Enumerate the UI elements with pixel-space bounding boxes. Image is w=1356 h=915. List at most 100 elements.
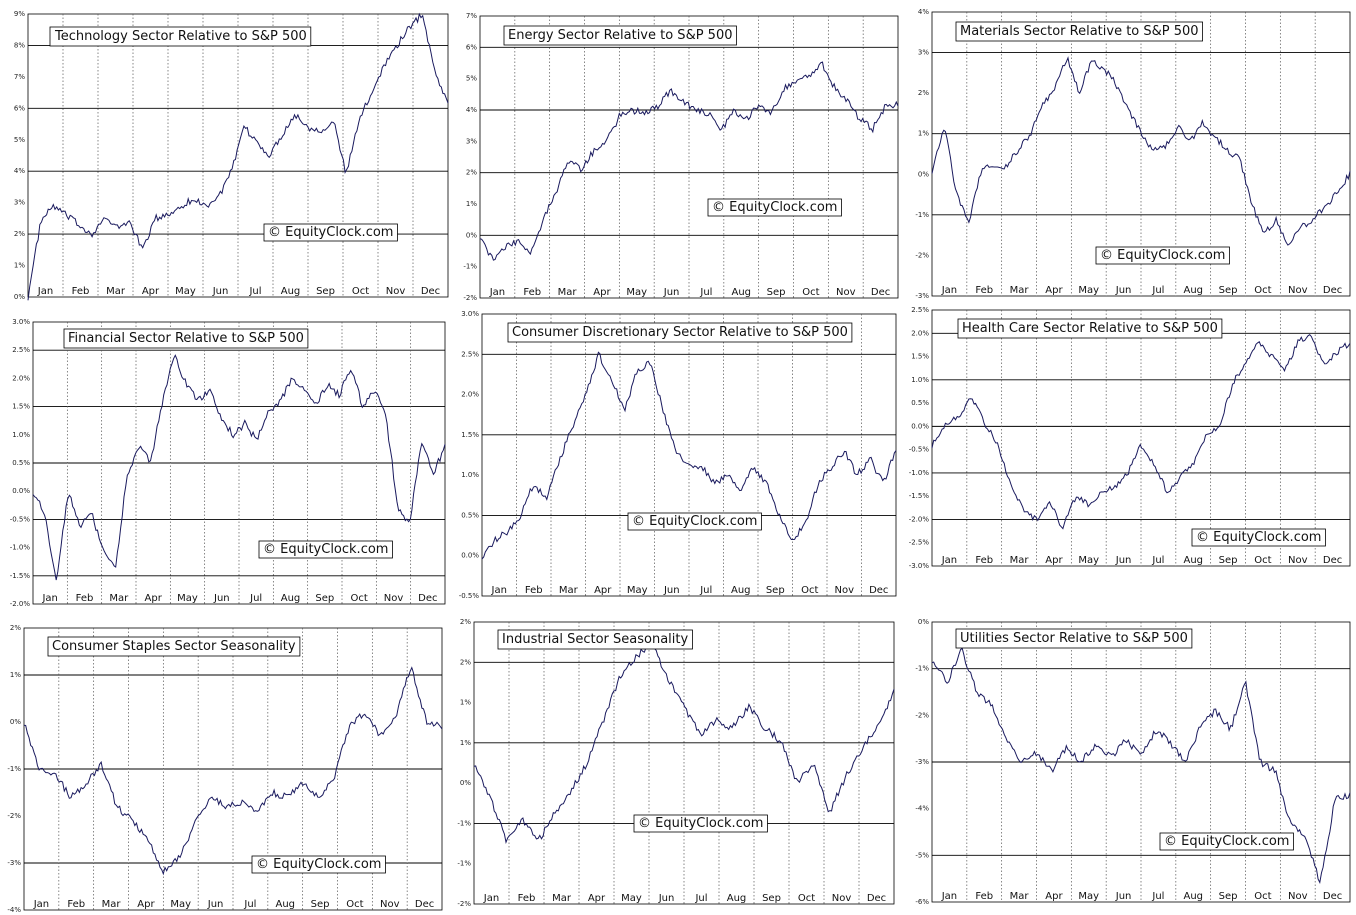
x-tick-label: Sep [762, 893, 781, 904]
x-tick-label: Jul [694, 893, 707, 904]
y-tick-label: -2.0% [909, 515, 930, 523]
x-tick-label: Dec [418, 593, 437, 604]
y-tick-label: -1% [463, 263, 477, 271]
x-tick-label: Jul [248, 286, 261, 297]
y-tick-label: 2% [918, 89, 929, 97]
watermark: © EquityClock.com [1100, 248, 1225, 263]
y-tick-label: 5% [466, 75, 477, 83]
x-tick-label: Feb [523, 287, 541, 298]
chart-title-box [47, 636, 301, 657]
chart-title-box [507, 322, 853, 343]
x-tick-label: Apr [1045, 891, 1063, 902]
watermark-box [633, 814, 768, 833]
x-tick-label: Apr [593, 287, 611, 298]
y-tick-label: 2.5% [461, 350, 479, 358]
watermark: © EquityClock.com [638, 816, 763, 831]
x-tick-label: Sep [1219, 555, 1238, 566]
x-tick-label: Sep [1219, 891, 1238, 902]
x-tick-label: Feb [975, 555, 993, 566]
x-tick-label: Jun [658, 893, 675, 904]
y-tick-label: -2.0% [10, 600, 31, 608]
y-tick-label: 4% [466, 106, 477, 114]
watermark-box [707, 198, 842, 217]
x-tick-label: Oct [802, 287, 819, 298]
y-tick-label: -1% [7, 765, 21, 773]
x-tick-label: Mar [558, 287, 578, 298]
x-tick-label: Jan [941, 555, 957, 566]
x-tick-label: May [621, 893, 642, 904]
x-tick-label: Mar [1010, 891, 1030, 902]
x-tick-label: Oct [352, 286, 369, 297]
y-tick-label: 0% [918, 170, 929, 178]
x-tick-label: Apr [145, 593, 163, 604]
x-tick-label: Aug [727, 893, 747, 904]
x-tick-label: Feb [72, 286, 90, 297]
x-tick-label: Nov [1288, 555, 1308, 566]
x-tick-label: Aug [1183, 285, 1203, 296]
y-tick-label: -3% [915, 292, 929, 300]
y-tick-label: -4% [915, 805, 929, 813]
x-tick-label: Jun [212, 286, 229, 297]
y-tick-label: -3% [915, 758, 929, 766]
y-tick-label: 2.0% [911, 329, 929, 337]
y-tick-label: -0.5% [10, 515, 31, 523]
y-tick-label: 0% [918, 618, 929, 626]
x-tick-label: Feb [975, 285, 993, 296]
watermark-box [251, 855, 386, 874]
x-tick-label: Jun [1115, 891, 1132, 902]
chart-title: Industrial Sector Seasonality [502, 632, 688, 647]
y-tick-label: 7% [14, 73, 25, 81]
x-tick-label: Nov [834, 585, 854, 596]
x-tick-label: Jan [941, 891, 957, 902]
x-tick-label: Jul [1151, 555, 1164, 566]
x-tick-label: Sep [316, 286, 335, 297]
series-line [931, 56, 1351, 246]
x-tick-label: Aug [1183, 891, 1203, 902]
x-tick-label: Jan [483, 893, 499, 904]
x-tick-label: Oct [346, 899, 363, 910]
x-tick-label: Jul [1151, 891, 1164, 902]
x-tick-label: Sep [1219, 285, 1238, 296]
x-tick-label: Mar [106, 286, 126, 297]
x-tick-label: May [177, 593, 198, 604]
y-tick-label: -3.0% [909, 562, 930, 570]
chart-title: Consumer Staples Sector Seasonality [52, 639, 296, 654]
y-tick-label: 4% [918, 8, 929, 16]
y-tick-label: -3% [7, 859, 21, 867]
chart-title-box [503, 25, 737, 46]
x-tick-label: Apr [137, 899, 155, 910]
x-tick-label: Jun [207, 899, 224, 910]
chart-panel-financial: 3.0% 2.5% 2.0% 1.5% 1.0% 0.5% 0.0% -0.5% -1.0% -1… [0, 308, 450, 613]
series-line [27, 12, 449, 301]
chart-svg: 2% 1% 0% -1% -2% -3% -4% Jan Feb Mar Apr May Jun Jul A… [7, 624, 443, 914]
x-tick-label: Mar [559, 585, 579, 596]
y-tick-label: -1.0% [909, 469, 930, 477]
x-tick-label: May [626, 287, 647, 298]
x-tick-label: Feb [67, 899, 85, 910]
y-tick-label: -1% [457, 860, 471, 868]
chart-panel-energy: 7% 6% 5% 4% 3% 2% 1% 0% -1% -2% Jan Feb Mar Apr May Jun… [452, 0, 902, 305]
y-tick-label: 2% [460, 618, 471, 626]
x-tick-label: Apr [594, 585, 612, 596]
y-tick-label: 1% [918, 130, 929, 138]
series-line [473, 641, 895, 844]
x-tick-label: Aug [281, 593, 301, 604]
chart-title-box [49, 26, 312, 47]
x-tick-label: Apr [1045, 555, 1063, 566]
x-tick-label: May [175, 286, 196, 297]
x-tick-label: Sep [315, 593, 334, 604]
chart-svg: 2.5% 2.0% 1.5% 1.0% 0.5% 0.0% -0.5% -1.0% -1.5% -… [909, 306, 1351, 570]
y-tick-label: 3.0% [461, 310, 479, 318]
y-tick-label: -2% [7, 812, 21, 820]
y-tick-label: -2% [915, 711, 929, 719]
y-tick-label: 0.5% [12, 459, 30, 467]
chart-title: Energy Sector Relative to S&P 500 [508, 28, 733, 43]
x-tick-label: Oct [1254, 285, 1271, 296]
chart-title-box [63, 328, 309, 349]
x-tick-label: Mar [1010, 285, 1030, 296]
x-tick-label: Nov [386, 286, 406, 297]
x-tick-label: Oct [801, 585, 818, 596]
x-tick-label: Aug [731, 585, 751, 596]
y-tick-label: -1.0% [10, 544, 31, 552]
x-tick-label: Jan [489, 287, 505, 298]
